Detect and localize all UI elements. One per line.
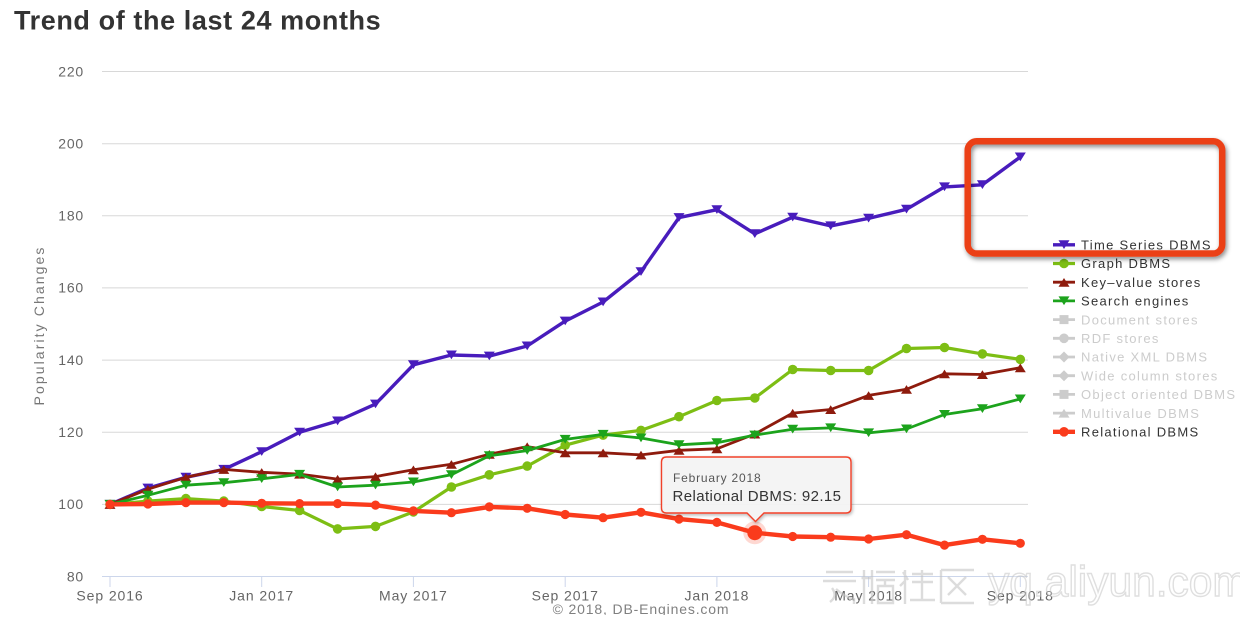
svg-text:120: 120 [58,424,84,440]
svg-text:Popularity Changes: Popularity Changes [31,246,47,406]
svg-text:Sep 2016: Sep 2016 [76,588,143,604]
svg-text:80: 80 [67,568,84,584]
svg-text:Jan 2018: Jan 2018 [684,588,749,604]
svg-text:Time Series DBMS: Time Series DBMS [1081,238,1212,253]
svg-text:Trend of the last 24 months: Trend of the last 24 months [14,6,381,36]
svg-text:Wide column stores: Wide column stores [1081,368,1219,383]
svg-text:Document stores: Document stores [1081,312,1199,327]
svg-text:May 2017: May 2017 [379,588,448,604]
svg-text:180: 180 [58,208,84,224]
svg-text:200: 200 [58,136,84,152]
svg-text:Object oriented DBMS: Object oriented DBMS [1081,387,1236,402]
svg-text:Sep 2017: Sep 2017 [532,588,599,604]
svg-text:160: 160 [58,280,84,296]
svg-text:RDF stores: RDF stores [1081,331,1160,346]
svg-text:May 2018: May 2018 [834,588,903,604]
svg-text:220: 220 [58,63,84,79]
svg-text:Key–value stores: Key–value stores [1081,275,1202,290]
svg-text:Graph DBMS: Graph DBMS [1081,256,1171,271]
svg-text:Multivalue DBMS: Multivalue DBMS [1081,406,1200,421]
svg-text:February 2018: February 2018 [673,471,761,485]
svg-text:Search engines: Search engines [1081,294,1190,309]
svg-text:Relational DBMS: Relational DBMS [1081,425,1200,440]
svg-text:Sep 2018: Sep 2018 [987,588,1054,604]
svg-text:100: 100 [58,496,84,512]
svg-text:Relational DBMS: 92.15: Relational DBMS: 92.15 [673,488,842,505]
svg-text:yq.aliyun.com: yq.aliyun.com [988,559,1240,606]
svg-text:140: 140 [58,352,84,368]
svg-text:Native XML DBMS: Native XML DBMS [1081,350,1208,365]
svg-text:Jan 2017: Jan 2017 [229,588,294,604]
svg-text:© 2018, DB-Engines.com: © 2018, DB-Engines.com [553,601,730,615]
